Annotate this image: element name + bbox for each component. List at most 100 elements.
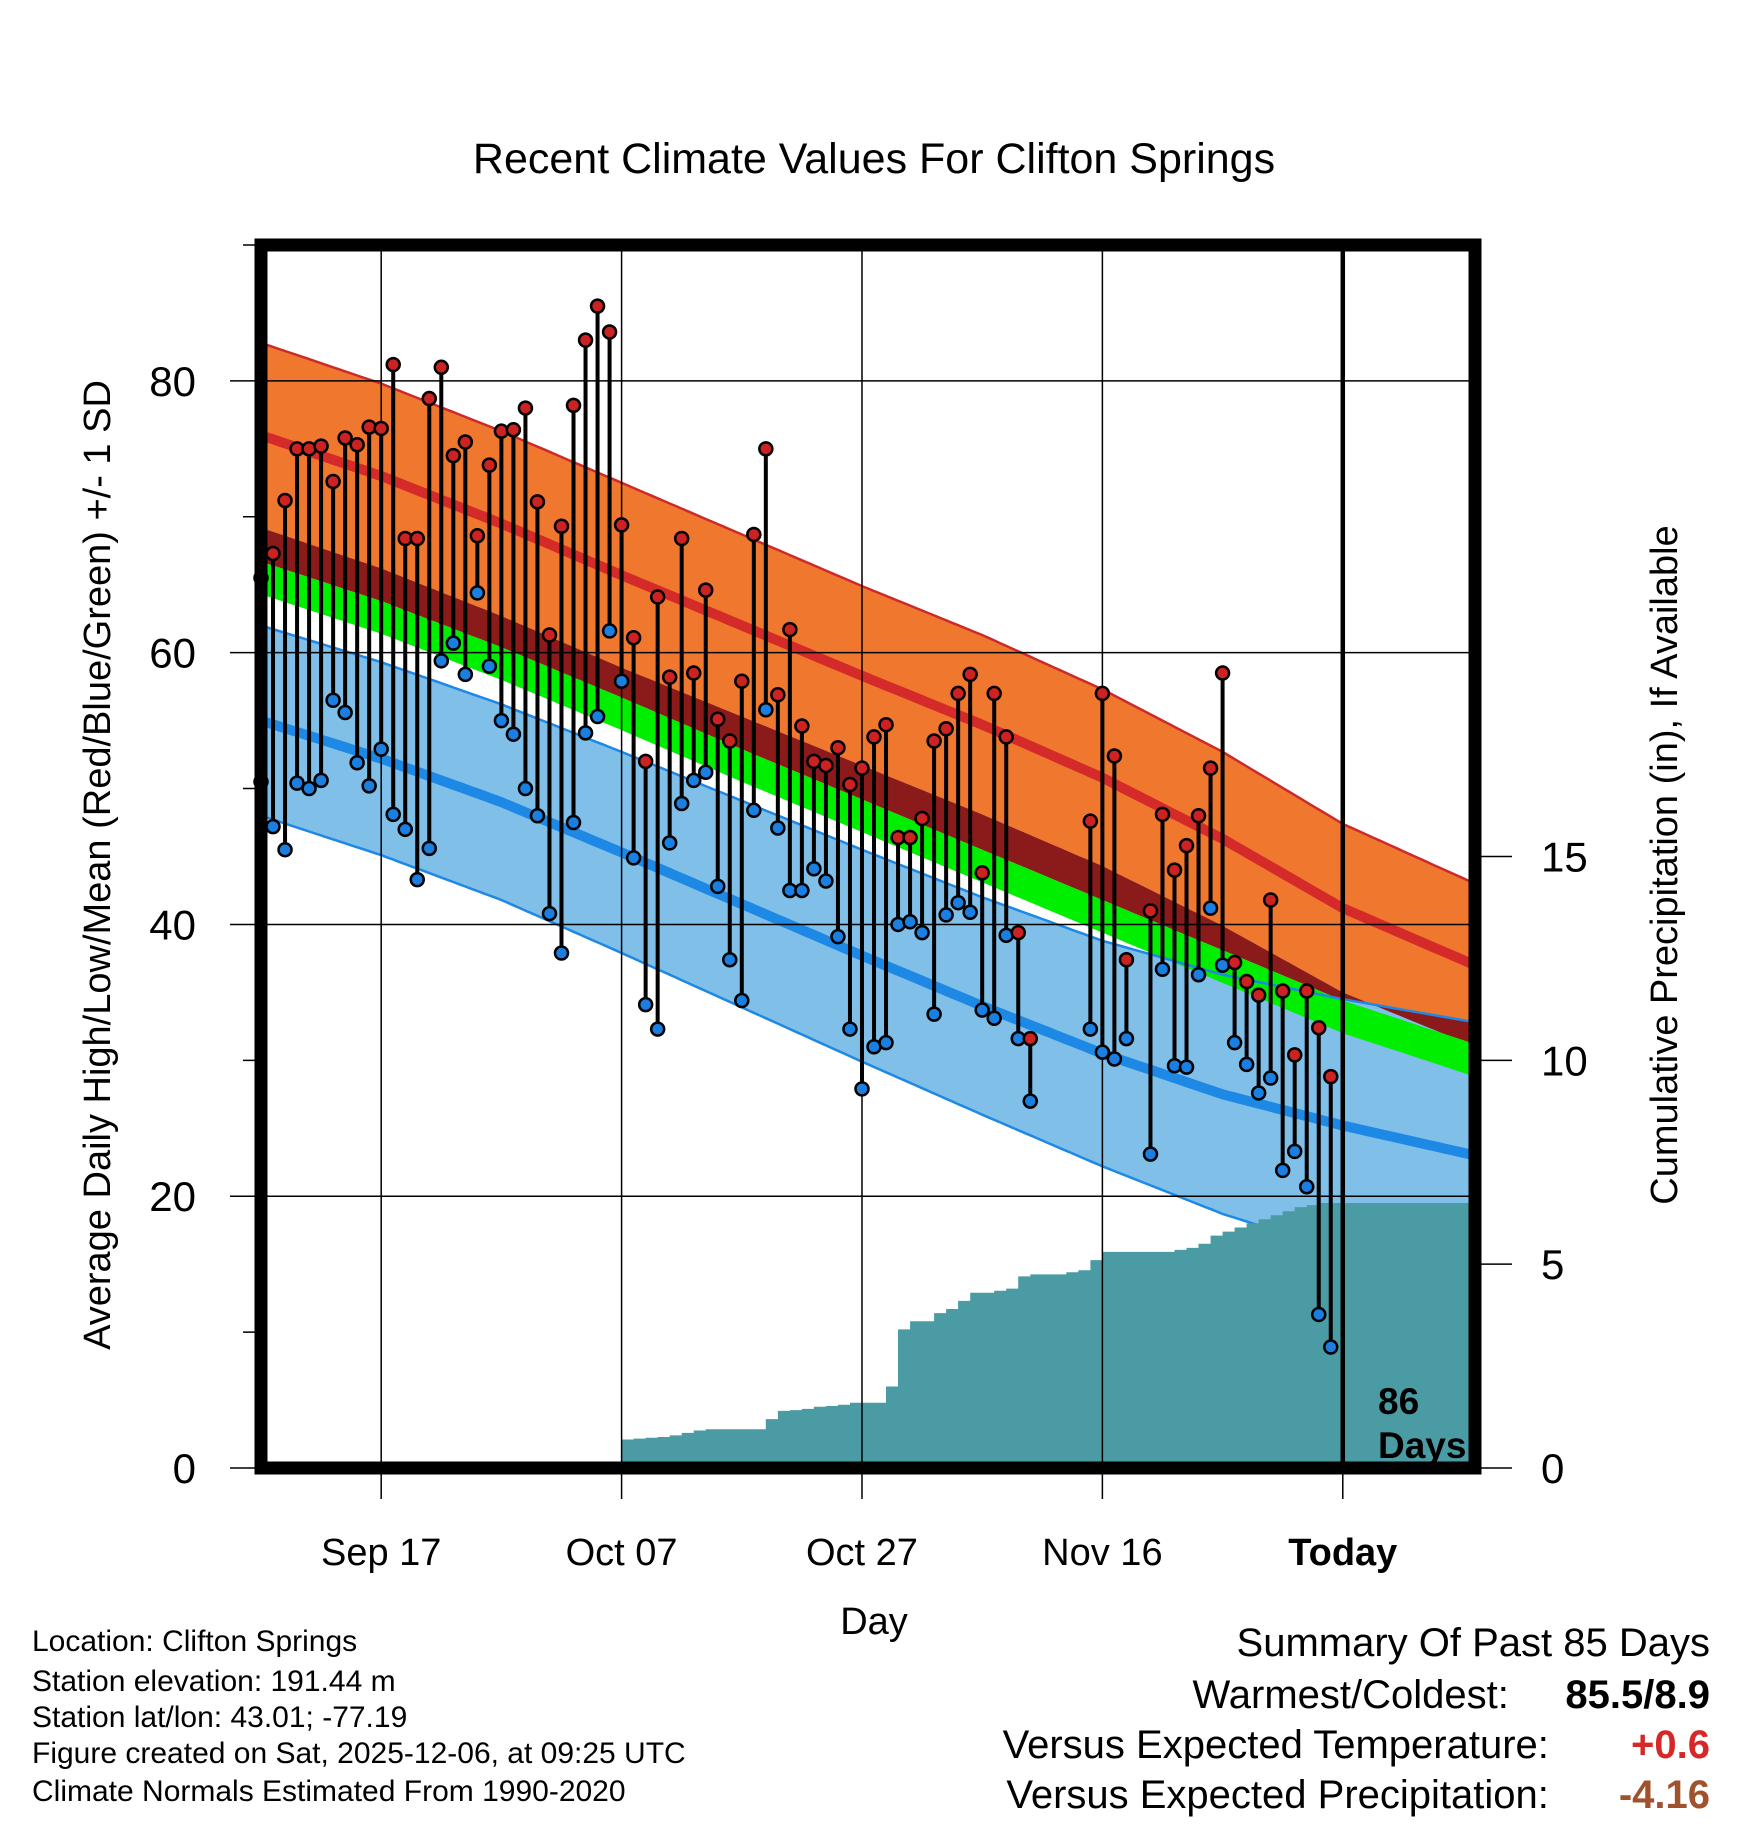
high-point [1214, 665, 1231, 681]
low-point [397, 821, 413, 838]
high-point [842, 776, 858, 793]
low-point [505, 726, 522, 742]
high-point [1310, 1019, 1327, 1036]
high-point [1250, 987, 1267, 1003]
low-point [842, 1021, 858, 1037]
high-point [770, 687, 786, 703]
high-point [601, 324, 618, 340]
high-point [998, 729, 1014, 745]
high-point [1238, 973, 1255, 990]
low-point [962, 904, 978, 920]
low-point [1082, 1021, 1099, 1037]
y-tick-label: 20 [149, 1173, 196, 1220]
y-tick-label: 80 [149, 358, 196, 405]
y-axis-label: Average Daily High/Low/Mean (Red/Blue/Gr… [77, 380, 119, 1350]
low-point [1178, 1059, 1195, 1075]
high-point [349, 437, 365, 453]
low-point [337, 704, 353, 721]
low-point [1106, 1051, 1123, 1067]
low-point [301, 780, 317, 797]
high-point [1154, 806, 1171, 823]
high-point [830, 740, 846, 756]
high-point [1178, 837, 1195, 854]
low-point [734, 992, 750, 1009]
high-point [710, 711, 726, 728]
high-point [553, 518, 570, 535]
low-point [325, 692, 341, 708]
low-point [758, 701, 774, 718]
low-point [986, 1010, 1002, 1026]
high-point [313, 438, 329, 454]
low-point [1190, 966, 1207, 983]
low-point [1262, 1070, 1279, 1086]
precip-fill [261, 1203, 1475, 1468]
low-point [625, 850, 642, 866]
low-point [553, 945, 570, 961]
low-point [697, 764, 714, 780]
precip-value: -4.16 [1618, 1773, 1710, 1817]
low-point [577, 725, 594, 741]
low-point [938, 907, 954, 923]
low-point [637, 996, 654, 1013]
low-point [926, 1006, 942, 1022]
days-word-label: Days [1378, 1425, 1466, 1466]
temp-label: Versus Expected Temperature: [1002, 1723, 1549, 1767]
low-point [974, 1002, 990, 1018]
normal-high-line [259, 430, 1477, 970]
high-point [1262, 892, 1279, 908]
low-point [517, 780, 534, 797]
high-point [325, 473, 341, 490]
high-point [878, 716, 894, 733]
high-point [1323, 1068, 1339, 1085]
high-point [1274, 983, 1291, 999]
high-point [914, 810, 930, 827]
y2-tick-label: 15 [1541, 834, 1588, 881]
low-point [1310, 1306, 1327, 1323]
high-point [794, 718, 810, 734]
low-point [1250, 1085, 1267, 1101]
daily-bars [253, 298, 1339, 1355]
low-point [541, 905, 558, 922]
high-point [974, 865, 990, 881]
low-point [722, 952, 738, 968]
high-point [577, 332, 594, 348]
high-point [902, 829, 918, 846]
high-point [589, 298, 606, 314]
days-count-label: 86 [1378, 1381, 1419, 1422]
low-point [469, 585, 486, 601]
low-point [950, 894, 966, 911]
high-point [1022, 1030, 1039, 1047]
high-point [782, 621, 798, 638]
low-point [1202, 900, 1219, 916]
low-point [1154, 961, 1171, 978]
summary-temperature: Versus Expected Temperature: +0.6 [1003, 1722, 1710, 1768]
high-point [265, 545, 281, 562]
low-point [313, 772, 329, 789]
low-point [589, 708, 606, 725]
low-point [445, 635, 462, 651]
high-point [962, 666, 978, 683]
high-point [1166, 862, 1183, 878]
high-point [685, 665, 702, 681]
low-point [385, 806, 401, 823]
low-sd-upper-line [260, 624, 1476, 1024]
x-tick-label: Oct 27 [806, 1532, 918, 1574]
temp-value: +0.6 [1631, 1723, 1710, 1767]
high-point [1106, 748, 1123, 764]
high-point [1118, 952, 1135, 968]
high-point [457, 434, 474, 450]
low-point [1238, 1056, 1255, 1073]
x-tick-label: Nov 16 [1042, 1532, 1162, 1574]
high-point [734, 673, 750, 689]
low-point [277, 841, 293, 858]
high-point [986, 685, 1002, 702]
high-point [649, 589, 666, 605]
precip-label: Versus Expected Precipitation: [1006, 1773, 1549, 1817]
high-point [1286, 1047, 1303, 1063]
low-point [770, 820, 786, 836]
y-tick-label: 60 [149, 630, 196, 677]
low-point [1142, 1146, 1159, 1162]
high-point [469, 528, 486, 544]
summary-warmest-coldest: Warmest/Coldest: 85.5/8.9 [1193, 1672, 1711, 1718]
low-point [806, 860, 822, 877]
